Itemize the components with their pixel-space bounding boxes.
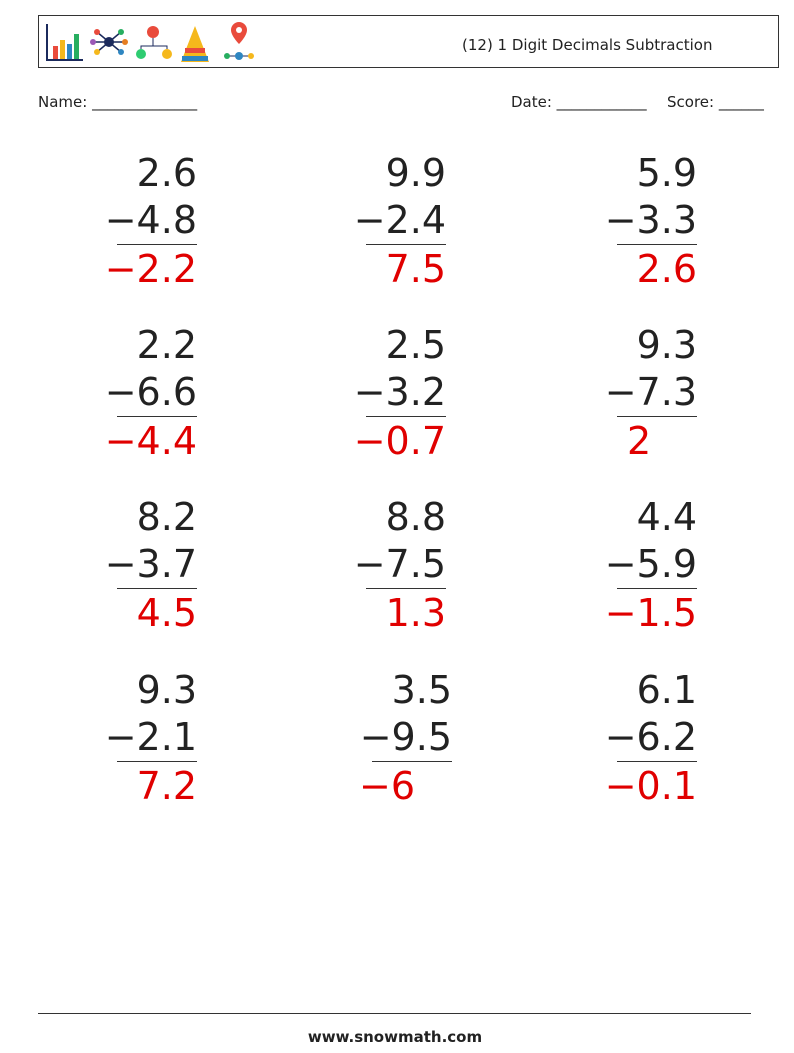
header-icons [46, 22, 254, 62]
answer-rule [372, 761, 452, 762]
minuend: 8.8 [385, 495, 446, 539]
subtrahend: −3.7 [104, 542, 197, 586]
minuend: 4.4 [636, 495, 697, 539]
problem: 5.9 −3.3 2.6 [597, 149, 697, 299]
answer-rule [617, 588, 697, 589]
problem: 3.5 −9.5 −6 [352, 666, 452, 816]
footer-site: www.snowmath.com [307, 1028, 483, 1046]
minuend: 9.3 [636, 323, 697, 367]
answer: 2 [627, 419, 652, 463]
subtrahend: −2.4 [353, 198, 446, 242]
subtrahend: −5.9 [604, 542, 697, 586]
worksheet-title: (12) 1 Digit Decimals Subtraction [462, 36, 713, 54]
answer-rule [366, 244, 446, 245]
subtrahend: −2.1 [104, 715, 197, 759]
problem: 6.1 −6.2 −0.1 [597, 666, 697, 816]
problem: 9.3 −2.1 7.2 [97, 666, 197, 816]
answer: −6 [359, 764, 416, 808]
problem: 9.3 −7.3 2 [597, 321, 697, 471]
subtrahend: −4.8 [104, 198, 197, 242]
subtrahend: −7.3 [604, 370, 697, 414]
minuend: 3.5 [391, 668, 452, 712]
answer-rule [366, 416, 446, 417]
minuend: 2.6 [136, 151, 197, 195]
date-field: Date: ____________ [511, 93, 647, 111]
answer-rule [117, 244, 197, 245]
answer: 1.3 [385, 591, 446, 635]
footer-rule [38, 1013, 751, 1014]
answer-rule [617, 416, 697, 417]
subtrahend: −3.3 [604, 198, 697, 242]
score-field: Score: ______ [667, 93, 764, 111]
answer-rule [117, 761, 197, 762]
subtrahend: −6.6 [104, 370, 197, 414]
answer: 7.5 [385, 247, 446, 291]
answer-rule [617, 761, 697, 762]
problem: 2.5 −3.2 −0.7 [346, 321, 446, 471]
subtrahend: −3.2 [353, 370, 446, 414]
minuend: 9.9 [385, 151, 446, 195]
answer: 7.2 [136, 764, 197, 808]
name-field: Name: ______________ [38, 93, 198, 111]
answer: −2.2 [104, 247, 197, 291]
minuend: 6.1 [636, 668, 697, 712]
problem: 2.6 −4.8 −2.2 [97, 149, 197, 299]
answer: 4.5 [136, 591, 197, 635]
problem: 2.2 −6.6 −4.4 [97, 321, 197, 471]
problem: 9.9 −2.4 7.5 [346, 149, 446, 299]
answer-rule [366, 588, 446, 589]
answer-rule [117, 588, 197, 589]
answer-rule [617, 244, 697, 245]
answer: −0.1 [604, 764, 697, 808]
answer: −4.4 [104, 419, 197, 463]
answer-rule [117, 416, 197, 417]
problem: 8.8 −7.5 1.3 [346, 493, 446, 643]
subtrahend: −9.5 [359, 715, 452, 759]
subtrahend: −7.5 [353, 542, 446, 586]
minuend: 2.5 [385, 323, 446, 367]
minuend: 9.3 [136, 668, 197, 712]
problem: 8.2 −3.7 4.5 [97, 493, 197, 643]
answer: −0.7 [353, 419, 446, 463]
problem: 4.4 −5.9 −1.5 [597, 493, 697, 643]
answer: 2.6 [636, 247, 697, 291]
header-box [38, 15, 779, 68]
minuend: 8.2 [136, 495, 197, 539]
subtrahend: −6.2 [604, 715, 697, 759]
answer: −1.5 [604, 591, 697, 635]
minuend: 5.9 [636, 151, 697, 195]
minuend: 2.2 [136, 323, 197, 367]
